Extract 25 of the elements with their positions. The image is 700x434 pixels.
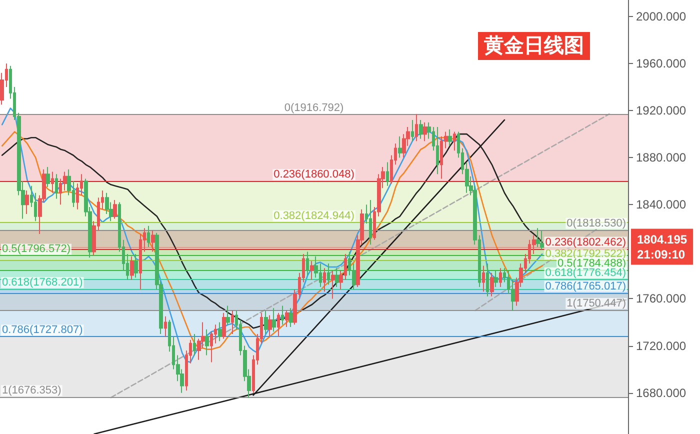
ref-line-label: 0.382(1792.522) bbox=[545, 248, 626, 260]
y-tick-label: 1680.000 bbox=[636, 386, 686, 400]
ref-line-label: 0.236(1860.048) bbox=[274, 168, 354, 181]
y-tick-label: 1840.000 bbox=[636, 198, 686, 212]
ref-line-label: 0.382(1824.944) bbox=[274, 210, 354, 222]
ref-line-label: 0.786(1727.807) bbox=[2, 324, 83, 336]
y-tick-label: 1720.000 bbox=[636, 338, 686, 353]
ref-line-label: 0(1818.530) bbox=[566, 217, 626, 230]
ref-line-label: 1(1750.447) bbox=[566, 297, 626, 310]
y-tick-label: 2000.000 bbox=[636, 9, 686, 24]
ref-line-label: 0.786(1765.017) bbox=[545, 280, 626, 292]
y-tick-label: 1760.000 bbox=[636, 292, 686, 306]
text: 21:09:10 bbox=[637, 247, 686, 262]
ref-line-label: 0.5(1784.488) bbox=[558, 257, 626, 270]
ref-line-label: 1804.195 bbox=[637, 232, 688, 246]
ref-line-label: 0.618(1768.201) bbox=[2, 276, 83, 289]
ref-line-label: 0.5(1796.572) bbox=[2, 243, 70, 256]
ref-line-label: 1(1676.353) bbox=[2, 384, 62, 397]
ref-line-label: 0.618(1776.454) bbox=[545, 266, 626, 279]
y-tick-label: 1920.000 bbox=[636, 104, 686, 118]
text: 黄金日线图 bbox=[483, 35, 584, 57]
ref-line-label: 0.236(1802.462) bbox=[545, 236, 626, 248]
ref-line-label: 0(1916.792) bbox=[284, 102, 344, 114]
y-tick-label: 1880.000 bbox=[636, 150, 686, 165]
y-tick-label: 1960.000 bbox=[636, 56, 686, 71]
